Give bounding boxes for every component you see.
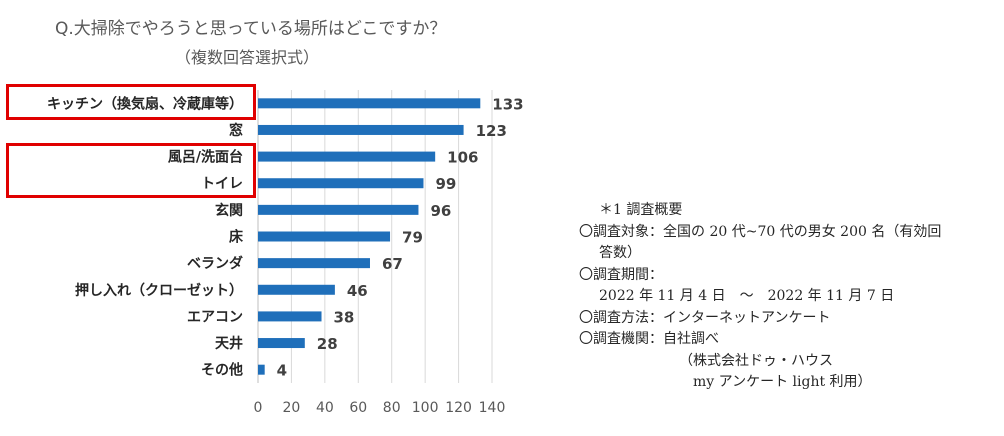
x-tick-label: 20	[283, 400, 301, 416]
note-period: 2022 年 11 月 4 日 ～ 2022 年 11 月 7 日	[599, 288, 895, 304]
bar	[258, 98, 481, 109]
bar-chart: キッチン（換気扇、冷蔵庫等） 133 窓 123 風呂/洗面台 106 トイレ 99 玄関 96 床…	[47, 90, 524, 416]
value-label: 79	[402, 229, 423, 247]
x-tick-label: 100	[412, 400, 439, 416]
bar	[258, 284, 335, 295]
x-tick-label: 140	[479, 400, 506, 416]
bar	[258, 178, 424, 189]
note-period-label: 〇調査期間：	[579, 266, 663, 283]
category-label: 玄関	[215, 202, 243, 219]
bar	[258, 338, 305, 349]
highlight-box-bath-toilet	[6, 143, 256, 198]
category-label: キッチン（換気扇、冷蔵庫等）	[47, 95, 243, 112]
category-label: その他	[201, 362, 243, 379]
x-tick-label: 120	[445, 400, 472, 416]
value-label: 38	[334, 308, 355, 326]
value-label: 96	[430, 202, 451, 220]
note-organization: 〇調査機関：自社調べ	[579, 331, 719, 347]
value-label: 4	[277, 362, 287, 380]
bar	[258, 258, 370, 269]
x-tick-label: 0	[254, 400, 263, 416]
value-label: 106	[447, 149, 478, 167]
value-label: 99	[435, 175, 456, 193]
chart-title: Q.大掃除でやろうと思っている場所はどこですか？	[55, 19, 447, 39]
bar	[258, 204, 419, 215]
category-label: 押し入れ（クローゼット）	[75, 282, 243, 299]
value-label: 133	[492, 95, 523, 113]
survey-notes: ＊1 調査概要 〇調査対象：全国の 20 代~70 代の男女 200 名（有効回…	[579, 200, 999, 394]
x-tick-label: 40	[316, 400, 334, 416]
highlight-box-kitchen	[6, 84, 256, 120]
category-label: トイレ	[201, 176, 243, 192]
chart-subtitle: （複数回答選択式）	[175, 48, 320, 67]
note-heading: ＊1 調査概要	[599, 202, 683, 218]
note-tool: my アンケート light 利用）	[693, 374, 872, 390]
category-label: 天井	[215, 335, 243, 352]
bar	[258, 124, 464, 135]
category-label: 窓	[229, 122, 243, 139]
note-company: （株式会社ドゥ・ハウス	[679, 352, 833, 369]
value-label: 46	[347, 282, 368, 300]
value-label: 67	[382, 255, 403, 273]
bar	[258, 151, 436, 162]
x-tick-label: 80	[383, 400, 401, 416]
category-label: ベランダ	[187, 255, 243, 272]
note-target: 〇調査対象：全国の 20 代~70 代の男女 200 名（有効回	[579, 223, 942, 240]
x-tick-label: 60	[349, 400, 367, 416]
note-target-cont: 答数）	[599, 245, 641, 261]
category-label: 床	[229, 229, 244, 246]
note-method: 〇調査方法：インターネットアンケート	[579, 309, 831, 326]
value-label: 123	[476, 122, 507, 140]
category-label: 風呂/洗面台	[168, 149, 243, 166]
bar	[258, 364, 265, 375]
category-label: エアコン	[187, 309, 243, 325]
value-label: 28	[317, 335, 338, 353]
bar	[258, 231, 391, 242]
bar	[258, 311, 322, 322]
